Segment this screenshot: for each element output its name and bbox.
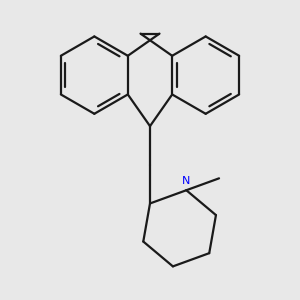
- Text: N: N: [182, 176, 190, 186]
